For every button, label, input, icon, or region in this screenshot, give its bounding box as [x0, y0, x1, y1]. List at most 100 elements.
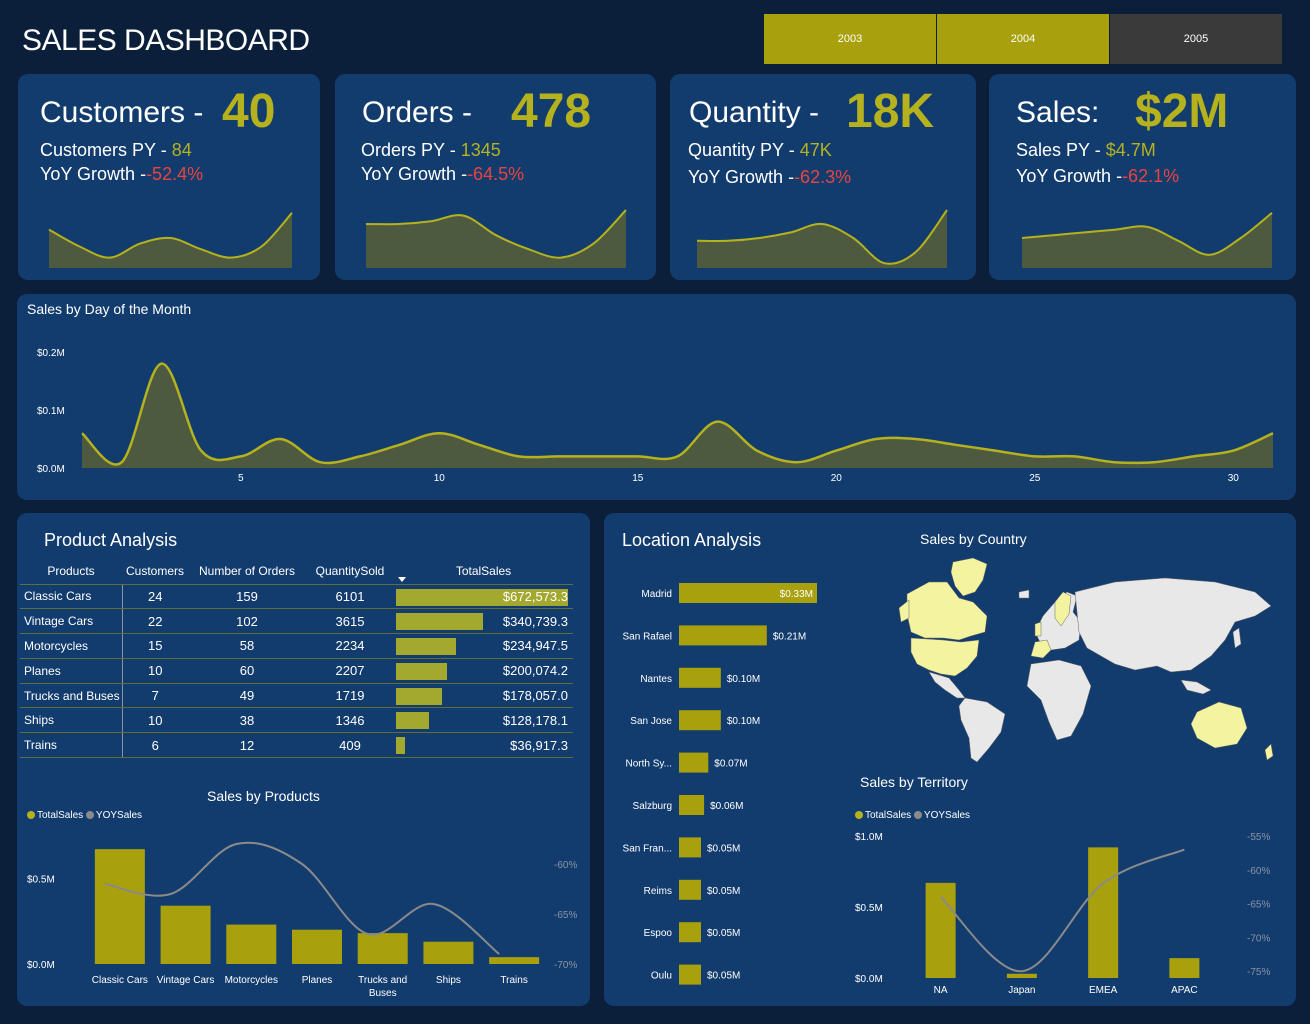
kpi-sparkline	[48, 212, 293, 268]
bar	[925, 882, 956, 978]
table-row[interactable]: Trucks and Buses 7 49 1719 $178,057.0	[20, 683, 573, 709]
sales-by-day-chart: $0.0M $0.1M $0.2M 5 10 15 20 25 30	[37, 348, 1274, 484]
yoy-line	[939, 848, 1185, 973]
sales-by-products-chart: $0.0M $0.5M -70% -65% -60% Classic Cars Vintag…	[27, 841, 577, 999]
bar	[679, 837, 701, 858]
col-products[interactable]: Products	[20, 558, 122, 585]
y-tick-label: $0.5M	[27, 874, 55, 885]
quantity-cell: 3615	[306, 608, 394, 635]
year-2005-button[interactable]: 2005	[1110, 14, 1282, 64]
legend-totalsales[interactable]: TotalSales	[855, 810, 911, 821]
legend-yoysales[interactable]: YOYSales	[85, 810, 142, 821]
quantity-cell: 409	[306, 732, 394, 759]
kpi-py-line: Quantity PY - 47K	[688, 140, 832, 161]
map-africa[interactable]	[1026, 659, 1092, 741]
customers-cell: 6	[122, 732, 188, 759]
y2-tick-label: -65%	[1247, 900, 1270, 911]
sales-by-products-legend: TotalSales YOYSales	[27, 810, 142, 821]
location-analysis-title: Location Analysis	[622, 530, 762, 550]
table-row[interactable]: Motorcycles 15 58 2234 $234,947.5	[20, 633, 573, 659]
product-cell: Ships	[20, 707, 123, 734]
y2-tick-label: -75%	[1247, 967, 1270, 978]
product-analysis-title: Product Analysis	[44, 530, 178, 550]
totalsales-cell: $200,074.2	[394, 658, 573, 684]
sort-desc-icon[interactable]	[398, 577, 406, 582]
map-iberia-france[interactable]	[1030, 639, 1052, 659]
kpi-py-label: Quantity PY -	[688, 140, 795, 160]
data-label: $0.33M	[780, 589, 813, 600]
map-australia[interactable]	[1190, 701, 1248, 749]
kpi-card-customers: Customers - 40 Customers PY - 84 YoY Gro…	[18, 74, 320, 280]
sales-by-country-title: Sales by Country	[920, 531, 1027, 547]
table-row[interactable]: Vintage Cars 22 102 3615 $340,739.3	[20, 608, 573, 635]
col-totalsales[interactable]: TotalSales	[394, 558, 573, 585]
kpi-sparkline	[365, 209, 627, 268]
map-japan[interactable]	[1232, 627, 1242, 649]
map-scandinavia[interactable]	[1054, 591, 1072, 627]
col-orders[interactable]: Number of Orders	[188, 558, 306, 585]
product-table: Products Customers Number of Orders Quan…	[20, 558, 573, 759]
totalsales-value: $36,917.3	[510, 737, 568, 753]
map-usa[interactable]	[910, 637, 980, 677]
year-2003-button[interactable]: 2003	[764, 14, 936, 64]
table-row[interactable]: Planes 10 60 2207 $200,074.2	[20, 658, 573, 684]
map-new-zealand[interactable]	[1264, 743, 1274, 761]
legend-dot-icon	[27, 811, 35, 820]
orders-cell: 49	[188, 683, 306, 709]
kpi-py-label: Customers PY -	[40, 140, 167, 160]
y-tick-label: $1.0M	[855, 832, 883, 843]
year-2004-button[interactable]: 2004	[937, 14, 1109, 64]
table-row[interactable]: Classic Cars 24 159 6101 $672,573.3	[20, 584, 573, 610]
area-fill	[82, 363, 1273, 468]
map-uk[interactable]	[1034, 621, 1042, 637]
totalsales-value: $200,074.2	[502, 663, 568, 679]
y-tick-label: $0.0M	[37, 464, 65, 475]
col-customers[interactable]: Customers	[122, 558, 188, 585]
totalsales-cell: $234,947.5	[394, 633, 573, 659]
kpi-py-value: 84	[171, 140, 192, 160]
y-tick-label: $0.0M	[855, 974, 883, 985]
bar	[489, 957, 540, 964]
map-south-america[interactable]	[958, 697, 1006, 763]
totalsales-value: $128,178.1	[502, 712, 568, 728]
map-alaska[interactable]	[898, 599, 910, 623]
kpi-yoy-line: YoY Growth --64.5%	[361, 164, 524, 185]
legend-totalsales[interactable]: TotalSales	[27, 810, 83, 821]
city-label: Madrid	[641, 589, 672, 600]
x-tick-label: Motorcycles	[225, 975, 278, 986]
kpi-name: Customers -	[40, 96, 204, 129]
kpi-py-line: Sales PY - $4.7M	[1016, 140, 1156, 161]
city-label: San Jose	[630, 716, 672, 727]
x-tick-label: 10	[434, 473, 446, 484]
x-tick-label: Trucks and	[358, 975, 407, 986]
sparkline-line	[365, 209, 627, 259]
kpi-py-value: $4.7M	[1105, 140, 1156, 160]
table-row[interactable]: Ships 10 38 1346 $128,178.1	[20, 707, 573, 734]
col-quantity[interactable]: QuantitySold	[306, 558, 394, 585]
map-greenland[interactable]	[950, 557, 988, 597]
map-mexico[interactable]	[928, 671, 966, 699]
map-iceland[interactable]	[1018, 589, 1030, 599]
data-label: $0.05M	[707, 928, 740, 939]
kpi-name: Sales:	[1016, 96, 1100, 129]
sparkline-area	[49, 212, 292, 268]
x-tick-label: Trains	[500, 975, 527, 986]
map-asia[interactable]	[1074, 577, 1272, 673]
totalsales-cell: $178,057.0	[394, 683, 573, 709]
map-indonesia[interactable]	[1180, 679, 1212, 695]
table-row[interactable]: Trains 6 12 409 $36,917.3	[20, 732, 573, 759]
x-tick-label: Vintage Cars	[157, 975, 215, 986]
kpi-value: 40	[222, 85, 276, 138]
bar	[679, 583, 817, 603]
y-tick-label: $0.5M	[855, 903, 883, 914]
map-canada[interactable]	[906, 581, 988, 641]
kpi-yoy-line: YoY Growth --62.1%	[1016, 166, 1179, 187]
sales-by-day-title: Sales by Day of the Month	[27, 301, 192, 317]
customers-cell: 10	[122, 658, 188, 684]
kpi-yoy-value: -62.3%	[794, 167, 852, 187]
kpi-yoy-label: YoY Growth -	[361, 164, 468, 184]
product-cell: Trucks and Buses	[20, 683, 123, 709]
world-map[interactable]	[895, 552, 1290, 764]
city-label: Espoo	[644, 928, 673, 939]
legend-yoysales[interactable]: YOYSales	[913, 810, 970, 821]
